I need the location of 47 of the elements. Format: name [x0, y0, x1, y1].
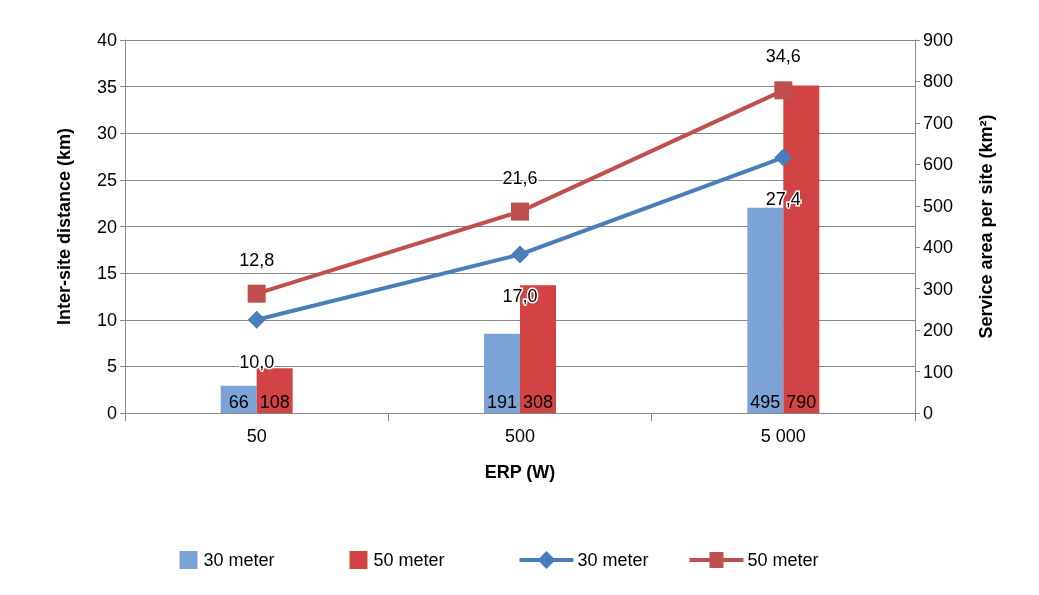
x-tick-label: 500	[504, 426, 536, 446]
bar	[484, 333, 520, 413]
bar	[747, 207, 784, 413]
data-label: 12,8	[239, 249, 275, 270]
y-tick-label: 30	[96, 123, 117, 144]
point	[247, 284, 266, 303]
y2-tick-label: 500	[923, 195, 954, 216]
data-label: 495	[750, 392, 781, 412]
data-label: 790	[786, 392, 817, 412]
y-tick-label: 15	[96, 263, 117, 284]
point	[774, 148, 793, 167]
data-label: 21,6	[502, 167, 538, 188]
y2-tick-label: 700	[923, 112, 954, 133]
data-label: 66	[228, 392, 249, 412]
y2-tick-label: 800	[923, 71, 954, 92]
y2-tick-label: 900	[923, 30, 954, 50]
y-tick-label: 20	[96, 216, 117, 237]
y-tick-label: 5	[106, 356, 117, 377]
legend-label: 50 meter	[747, 550, 819, 570]
y2-axis-title: Service area per site (km²)	[976, 114, 996, 339]
y2-tick-label: 300	[923, 278, 954, 299]
y-axis-title: Inter-site distance (km)	[54, 127, 74, 326]
x-tick-label: 50	[246, 426, 267, 446]
point	[511, 245, 529, 264]
point	[774, 81, 793, 100]
data-label: 10,0	[239, 351, 275, 372]
legend-label: 30 meter	[577, 550, 649, 570]
point	[247, 310, 266, 329]
point	[511, 202, 529, 221]
x-axis-title: ERP (W)	[484, 462, 556, 482]
y-tick-label: 10	[96, 309, 117, 330]
x-tick-label: 5 000	[760, 426, 806, 446]
y2-tick-label: 100	[923, 361, 954, 382]
data-label: 191	[486, 392, 518, 412]
y-tick-label: 25	[96, 169, 117, 190]
y2-tick-label: 0	[923, 403, 934, 423]
data-label: 308	[522, 392, 554, 412]
y2-tick-label: 200	[923, 320, 954, 341]
data-label: 108	[259, 392, 290, 412]
y2-tick-label: 400	[923, 237, 954, 258]
y-tick-label: 35	[96, 76, 117, 97]
y2-tick-label: 600	[923, 154, 954, 175]
legend-label: 50 meter	[373, 550, 445, 570]
y-tick-label: 40	[96, 30, 117, 50]
legend-label: 30 meter	[203, 550, 275, 570]
data-label: 34,6	[765, 46, 801, 67]
y-tick-label: 0	[106, 403, 117, 423]
